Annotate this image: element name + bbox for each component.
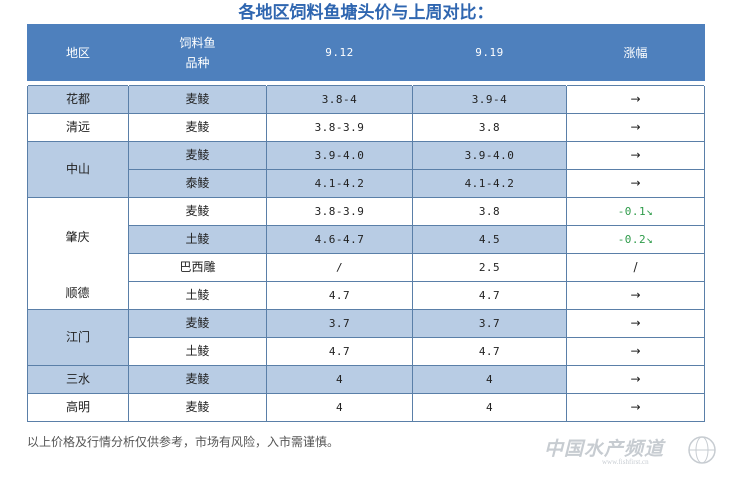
species-cell: 麦鲮 <box>128 365 267 394</box>
watermark-logo: 中国水产频道 www.fishfirst.cn <box>544 432 724 472</box>
down-change-value: -0.2↘ <box>617 233 654 246</box>
price-0919-cell: 2.5 <box>412 253 567 282</box>
table-row: 三水 麦鲮 4 4 → <box>27 365 705 394</box>
species-cell: 土鲮 <box>128 225 267 254</box>
header-date2: 9.19 <box>412 24 567 81</box>
price-0912-cell: 3.9-4.0 <box>266 141 413 170</box>
region-cell: 清远 <box>27 113 129 142</box>
region-cell: 江门 <box>27 309 129 366</box>
price-0919-cell: 3.7 <box>412 309 567 338</box>
flat-arrow-icon: → <box>630 400 641 414</box>
table-row: 麦鲮 3.8-3.9 3.8 -0.1↘ <box>27 197 705 254</box>
header-change: 涨幅 <box>566 24 705 81</box>
globe-icon <box>688 436 716 464</box>
change-cell: → <box>566 337 705 366</box>
species-cell: 麦鲮 <box>128 309 267 338</box>
change-cell: -0.1↘ <box>566 197 705 226</box>
price-0919-cell: 3.8 <box>412 197 567 226</box>
species-cell: 麦鲮 <box>128 197 267 226</box>
change-cell: → <box>566 113 705 142</box>
species-cell: 麦鲮 <box>128 393 267 422</box>
header-species: 饲料鱼 品种 <box>128 24 267 81</box>
species-cell: 麦鲮 <box>128 141 267 170</box>
table-row: 土鲮 4.7 4.7 → <box>28 337 705 366</box>
flat-arrow-icon: → <box>630 92 641 106</box>
region-cell: 三水 <box>27 365 129 394</box>
flat-arrow-icon: → <box>630 148 641 162</box>
region-label-shunde: 顺德 <box>65 286 90 300</box>
price-0919-cell: 4.7 <box>412 281 567 310</box>
change-cell: -0.2↘ <box>566 225 705 254</box>
price-0912-cell: 4.7 <box>266 337 413 366</box>
table-row: 巴西雕 / 2.5 / <box>27 253 705 310</box>
price-0912-cell: 4.7 <box>266 281 413 310</box>
price-0912-cell: 4.1-4.2 <box>266 169 413 198</box>
flat-arrow-icon: → <box>630 344 641 358</box>
species-cell: 土鲮 <box>128 337 267 366</box>
price-0912-cell: 4 <box>266 365 413 394</box>
price-0912-cell: 4 <box>266 393 413 422</box>
species-cell: 土鲮 <box>128 281 267 310</box>
price-table: 地区 饲料鱼 品种 9.12 9.19 涨幅 花都 麦鲮 3.8-4 3.9-4… <box>27 24 705 422</box>
price-0919-cell: 3.9-4 <box>412 85 567 114</box>
watermark-url: www.fishfirst.cn <box>602 458 649 466</box>
species-cell: 巴西雕 <box>128 253 267 282</box>
species-cell: 麦鲮 <box>128 113 267 142</box>
change-cell: → <box>566 309 705 338</box>
price-0919-cell: 4 <box>412 365 567 394</box>
header-region: 地区 <box>27 24 129 81</box>
change-cell: → <box>566 365 705 394</box>
table-row: 中山 麦鲮 3.9-4.0 3.9-4.0 → <box>27 141 705 198</box>
flat-arrow-icon: → <box>630 176 641 190</box>
header-separator <box>27 80 705 86</box>
region-cell <box>27 197 129 254</box>
price-0919-cell: 4.7 <box>412 337 567 366</box>
change-cell: → <box>566 281 705 310</box>
region-label-zhaoqing: 肇庆 <box>65 230 90 244</box>
change-cell: / <box>566 253 705 282</box>
table-row: 土鲮 4.7 4.7 → <box>28 281 705 310</box>
price-0919-cell: 4.1-4.2 <box>412 169 567 198</box>
region-cell <box>27 253 129 310</box>
species-cell: 麦鲮 <box>128 85 267 114</box>
table-row: 泰鲮 4.1-4.2 4.1-4.2 → <box>28 169 705 198</box>
flat-arrow-icon: → <box>630 372 641 386</box>
price-0912-cell: 3.8-3.9 <box>266 113 413 142</box>
disclaimer-note: 以上价格及行情分析仅供参考，市场有风险，入市需谨慎。 <box>27 435 340 449</box>
table-row: 清远 麦鲮 3.8-3.9 3.8 → <box>27 113 705 142</box>
table-row: 高明 麦鲮 4 4 → <box>27 393 705 422</box>
down-change-value: -0.1↘ <box>617 205 654 218</box>
price-0912-cell: 3.7 <box>266 309 413 338</box>
species-cell: 泰鲮 <box>128 169 267 198</box>
flat-arrow-icon: → <box>630 288 641 302</box>
header-species-line2: 品种 <box>185 55 210 70</box>
price-0912-cell: 4.6-4.7 <box>266 225 413 254</box>
price-0919-cell: 4.5 <box>412 225 567 254</box>
table-row: 土鲮 4.6-4.7 4.5 -0.2↘ <box>28 225 705 254</box>
price-0912-cell: 3.8-3.9 <box>266 197 413 226</box>
change-cell: → <box>566 169 705 198</box>
page-title: 各地区饲料鱼塘头价与上周对比： <box>238 3 494 23</box>
change-cell: → <box>566 393 705 422</box>
table-row: 江门 麦鲮 3.7 3.7 → <box>27 309 705 366</box>
header-row: 地区 饲料鱼 品种 9.12 9.19 涨幅 <box>27 24 705 81</box>
header-species-line1: 饲料鱼 <box>179 35 216 50</box>
change-cell: → <box>566 85 705 114</box>
flat-arrow-icon: → <box>630 316 641 330</box>
header-date1: 9.12 <box>266 24 413 81</box>
region-cell: 高明 <box>27 393 129 422</box>
region-cell: 花都 <box>27 85 129 114</box>
flat-arrow-icon: → <box>630 120 641 134</box>
watermark-text: 中国水产频道 <box>544 438 665 460</box>
price-0919-cell: 3.9-4.0 <box>412 141 567 170</box>
change-cell: → <box>566 141 705 170</box>
price-0919-cell: 4 <box>412 393 567 422</box>
price-0912-cell: 3.8-4 <box>266 85 413 114</box>
price-0912-cell: / <box>266 253 413 282</box>
region-cell: 中山 <box>27 141 129 198</box>
price-0919-cell: 3.8 <box>412 113 567 142</box>
table-row: 花都 麦鲮 3.8-4 3.9-4 → <box>27 85 705 114</box>
